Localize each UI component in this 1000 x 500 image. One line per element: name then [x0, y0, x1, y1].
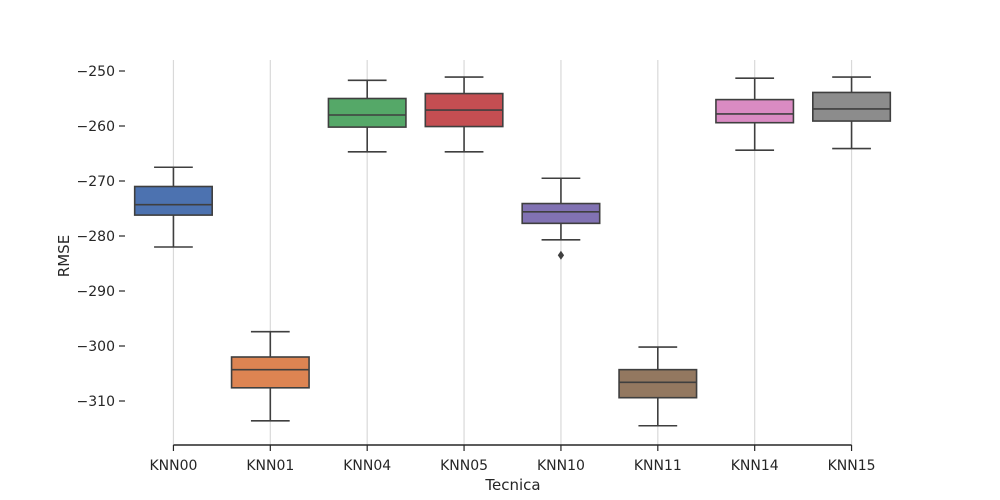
- box-knn01: [230, 330, 310, 422]
- x-tick-label: KNN10: [537, 458, 585, 474]
- x-axis-title: Tecnica: [484, 476, 540, 494]
- iqr-box: [327, 97, 407, 128]
- boxes: [133, 76, 892, 427]
- iqr-box: [812, 91, 892, 122]
- y-tick-label: −300: [77, 339, 115, 355]
- iqr-box: [521, 202, 601, 225]
- box-knn14: [715, 77, 795, 151]
- y-tick-label: −290: [77, 284, 115, 300]
- y-axis-title: RMSE: [55, 235, 73, 277]
- x-tick-label: KNN00: [149, 458, 197, 474]
- box-knn15: [812, 76, 892, 150]
- x-tick-label: KNN01: [246, 458, 294, 474]
- y-tick-label: −250: [77, 64, 115, 80]
- axes: −250 −260 −270 −280 −290 −300 −310 KNN00 KNN01 KN…: [77, 64, 876, 474]
- box-knn04: [327, 79, 407, 153]
- y-tick-label: −270: [77, 174, 115, 190]
- iqr-box: [133, 185, 213, 216]
- box-knn11: [618, 346, 698, 427]
- box-knn10: [521, 177, 601, 260]
- x-tick-label: KNN14: [731, 458, 779, 474]
- y-tick-label: −280: [77, 229, 115, 245]
- y-tick-label: −260: [77, 119, 115, 135]
- box-knn00: [133, 166, 213, 248]
- x-tick-label: KNN11: [634, 458, 682, 474]
- outlier-point: [557, 250, 565, 260]
- iqr-box: [618, 368, 698, 399]
- iqr-box: [715, 98, 795, 124]
- y-tick-label: −310: [77, 394, 115, 410]
- x-tick-label: KNN04: [343, 458, 391, 474]
- x-tick-label: KNN15: [828, 458, 876, 474]
- x-tick-label: KNN05: [440, 458, 488, 474]
- iqr-box: [230, 356, 310, 389]
- box-knn05: [424, 76, 504, 153]
